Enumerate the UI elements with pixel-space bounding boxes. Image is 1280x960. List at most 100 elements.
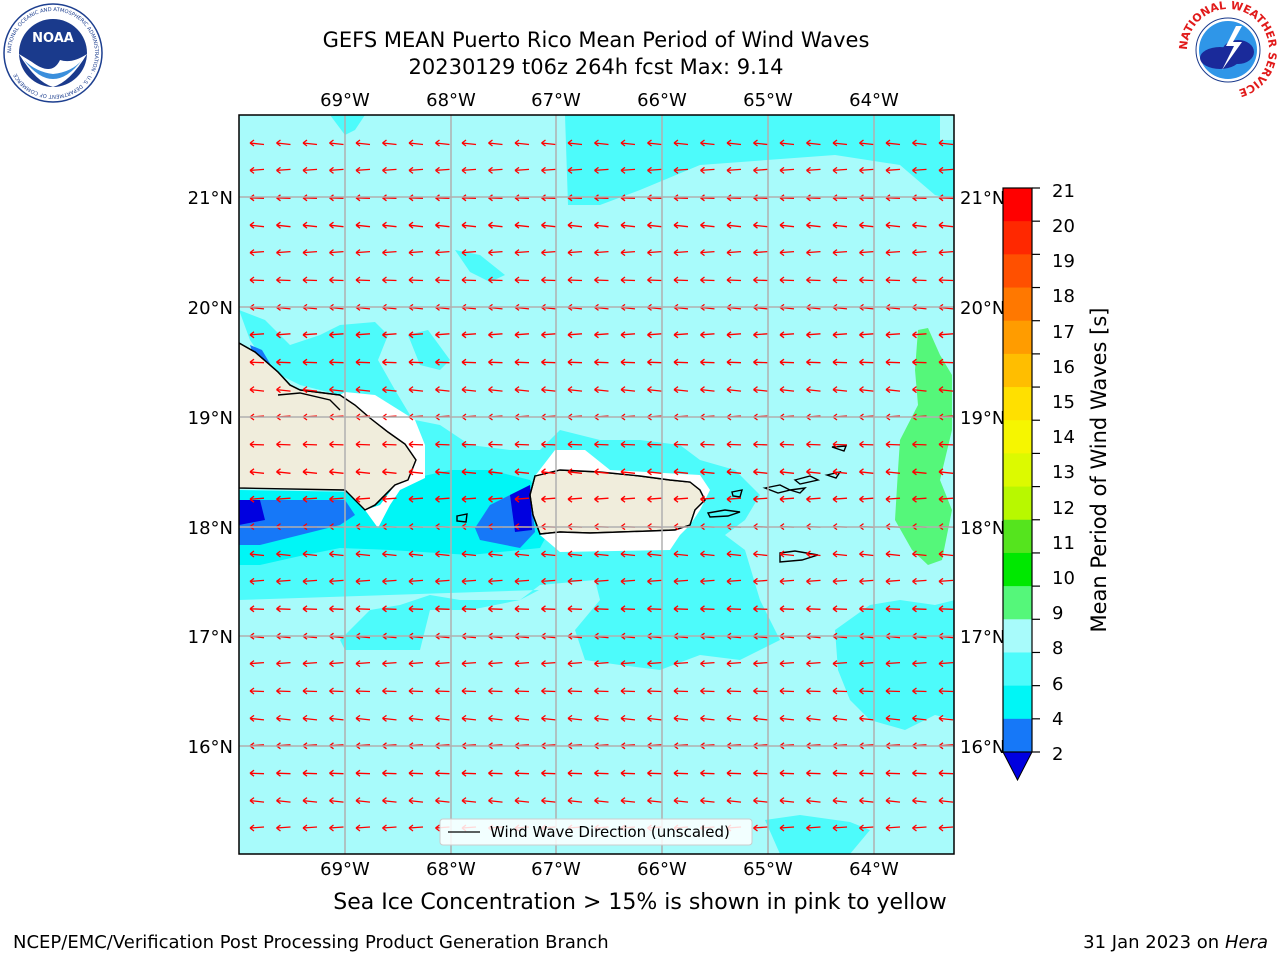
wave-direction-arrow — [488, 166, 503, 174]
wave-direction-arrow — [726, 660, 742, 668]
legend-label: Wind Wave Direction (unscaled) — [490, 823, 730, 841]
colorbar-tick: 10 — [1052, 568, 1075, 589]
wave-direction-arrow — [514, 797, 530, 805]
wave-direction-arrow — [355, 139, 371, 147]
wave-direction-arrow — [541, 468, 556, 476]
wave-direction-arrow — [276, 276, 291, 284]
wave-direction-arrow — [938, 139, 954, 147]
wave-direction-arrow — [779, 386, 795, 394]
wave-direction-arrow — [594, 797, 609, 805]
wave-direction-arrow — [541, 660, 556, 668]
wave-direction-arrow — [779, 276, 795, 284]
wave-direction-arrow — [912, 605, 927, 613]
colorbar-underflow-triangle — [1002, 751, 1033, 782]
wave-direction-arrow — [329, 276, 344, 284]
wave-direction-arrow — [302, 687, 318, 695]
wave-direction-arrow — [276, 495, 291, 503]
wave-direction-arrow — [620, 797, 636, 805]
colorbar-cell — [1003, 552, 1032, 587]
wave-direction-arrow — [859, 440, 874, 448]
wave-direction-arrow — [859, 550, 874, 558]
wave-direction-arrow — [567, 139, 583, 147]
wave-direction-arrow — [382, 797, 397, 805]
wave-direction-arrow — [938, 249, 954, 257]
wave-direction-arrow — [885, 249, 901, 257]
lon-label: 67°W — [531, 90, 581, 111]
ocean-field: Wind Wave Direction (unscaled) — [239, 115, 954, 854]
wave-direction-arrow — [488, 221, 503, 229]
wave-direction-arrow — [673, 276, 689, 284]
wave-direction-arrow — [673, 660, 689, 668]
lat-label: 17°N — [188, 627, 233, 648]
wave-direction-arrow — [806, 331, 821, 339]
wave-direction-arrow — [885, 276, 901, 284]
wave-direction-arrow — [382, 769, 397, 777]
wave-direction-arrow — [461, 331, 477, 339]
map-subtitle: 20230129 t06z 264h fcst Max: 9.14 — [408, 55, 784, 79]
wave-direction-arrow — [461, 605, 477, 613]
wave-direction-arrow — [541, 769, 556, 777]
wave-direction-arrow — [938, 495, 954, 503]
wave-direction-arrow — [302, 660, 318, 668]
wave-direction-arrow — [779, 221, 795, 229]
wave-direction-arrow — [355, 605, 371, 613]
colorbar-cell — [1003, 718, 1032, 753]
wave-direction-arrow — [567, 797, 583, 805]
wave-direction-arrow — [806, 386, 821, 394]
wave-direction-arrow — [514, 495, 530, 503]
wave-direction-arrow — [355, 331, 371, 339]
wave-direction-arrow — [594, 550, 609, 558]
wave-direction-arrow — [355, 824, 371, 832]
wave-direction-arrow — [382, 687, 397, 695]
wave-direction-arrow — [382, 331, 397, 339]
wave-direction-arrow — [541, 386, 556, 394]
wave-direction-arrow — [726, 769, 742, 777]
wave-direction-arrow — [673, 221, 689, 229]
wave-direction-arrow — [779, 331, 795, 339]
wave-direction-arrow — [620, 221, 636, 229]
wave-direction-arrow — [806, 440, 821, 448]
wave-direction-arrow — [647, 386, 662, 394]
wave-direction-arrow — [832, 249, 848, 257]
wave-direction-arrow — [912, 276, 927, 284]
colorbar-cells — [1003, 188, 1032, 753]
lon-labels-bottom: 69°W 68°W 67°W 66°W 65°W 64°W — [320, 859, 899, 880]
wave-direction-arrow — [249, 221, 265, 229]
wave-direction-arrow — [541, 139, 556, 147]
wave-direction-arrow — [514, 769, 530, 777]
wave-direction-arrow — [302, 358, 318, 366]
wave-direction-arrow — [912, 331, 927, 339]
wave-direction-arrow — [753, 139, 768, 147]
wave-direction-arrow — [276, 139, 291, 147]
wave-direction-arrow — [488, 550, 503, 558]
noaa-logo-icon: NATIONAL OCEANIC AND ATMOSPHERIC ADMINIS… — [3, 3, 103, 103]
wave-direction-arrow — [408, 139, 424, 147]
wave-direction-arrow — [461, 249, 477, 257]
wave-direction-arrow — [938, 550, 954, 558]
wave-direction-arrow — [885, 440, 901, 448]
wave-direction-arrow — [806, 495, 821, 503]
wave-direction-arrow — [276, 249, 291, 257]
wave-direction-arrow — [673, 249, 689, 257]
wave-direction-arrow — [514, 605, 530, 613]
lat-label: 20°N — [188, 298, 233, 319]
wave-direction-arrow — [302, 605, 318, 613]
wave-direction-arrow — [859, 714, 874, 722]
wave-direction-arrow — [806, 550, 821, 558]
wave-direction-arrow — [832, 166, 848, 174]
wave-direction-arrow — [461, 440, 477, 448]
wave-direction-arrow — [382, 605, 397, 613]
wave-direction-arrow — [700, 550, 715, 558]
wave-direction-arrow — [541, 331, 556, 339]
wave-direction-arrow — [594, 386, 609, 394]
wave-direction-arrow — [726, 249, 742, 257]
wave-direction-arrow — [461, 714, 477, 722]
lon-label: 68°W — [426, 90, 476, 111]
wave-direction-arrow — [832, 331, 848, 339]
wave-direction-arrow — [753, 714, 768, 722]
wave-direction-arrow — [329, 139, 344, 147]
wave-direction-arrow — [938, 440, 954, 448]
map-legend: Wind Wave Direction (unscaled) — [439, 818, 753, 846]
wave-direction-arrow — [514, 440, 530, 448]
lon-label: 68°W — [426, 859, 476, 880]
